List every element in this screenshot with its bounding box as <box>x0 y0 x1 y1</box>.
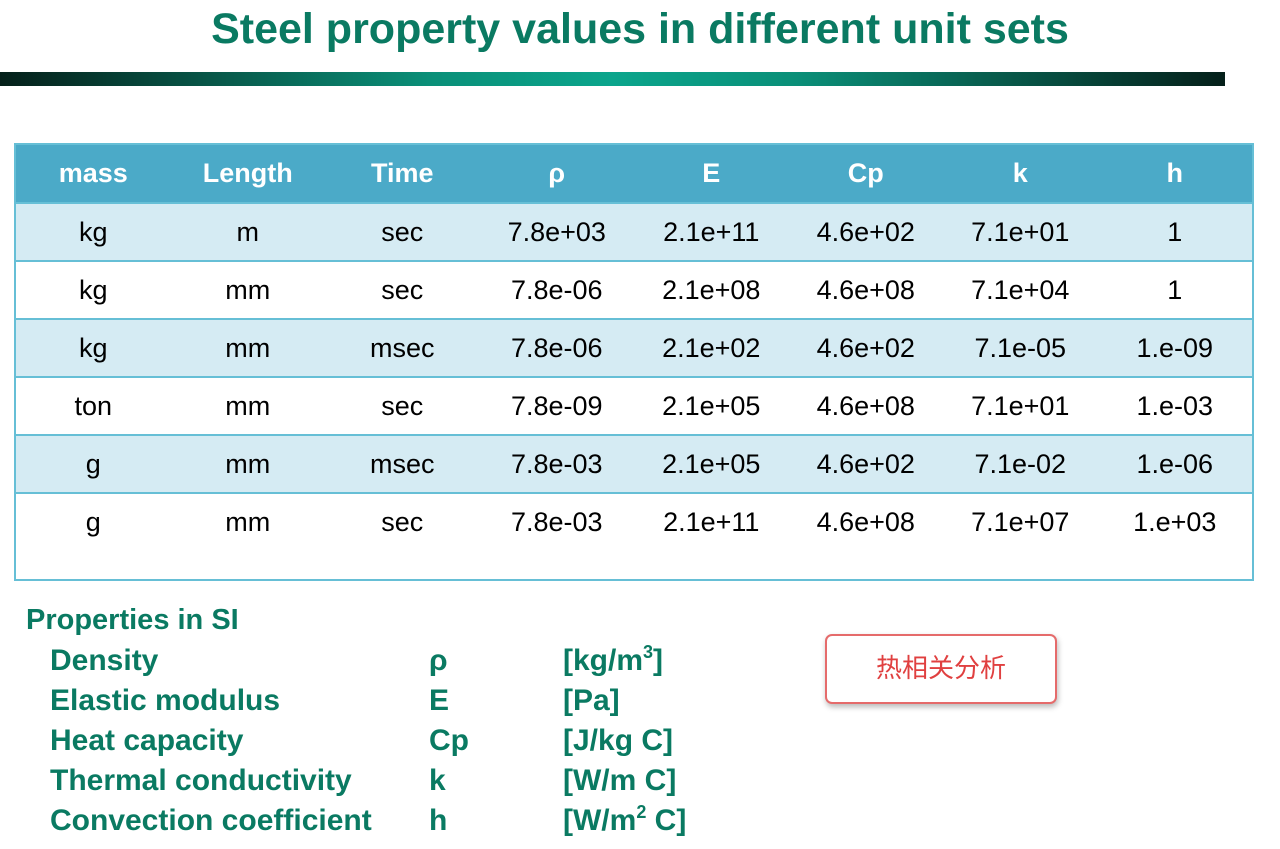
unit-sets-table: mass Length Time ρ E Cp k h kg m sec 7.8… <box>16 145 1252 551</box>
table-row: kg m sec 7.8e+03 2.1e+11 4.6e+02 7.1e+01… <box>16 202 1252 261</box>
property-symbol: h <box>429 804 448 837</box>
property-symbol: k <box>429 764 446 797</box>
unit-text: [W/m C] <box>563 764 677 797</box>
table-cell: 4.6e+08 <box>788 376 943 435</box>
table-cell: 7.8e+03 <box>479 202 634 261</box>
property-unit: [J/kg C] <box>563 721 673 761</box>
table-cell: 7.1e+07 <box>943 492 1098 551</box>
property-name: Heat capacity <box>50 724 244 757</box>
page-title: Steel property values in different unit … <box>211 5 1069 53</box>
table-row: g mm msec 7.8e-03 2.1e+05 4.6e+02 7.1e-0… <box>16 434 1252 493</box>
table-cell: 4.6e+08 <box>788 260 943 319</box>
table-cell: 7.1e+01 <box>943 376 1098 435</box>
property-unit: [W/m C] <box>563 761 676 801</box>
property-row-heat-capacity: Heat capacity Cp [J/kg C] <box>0 721 760 761</box>
property-symbol: Cp <box>429 724 469 757</box>
table-cell: mm <box>170 376 325 435</box>
header-time: Time <box>370 158 434 188</box>
table-cell: mm <box>170 434 325 493</box>
table-cell: 4.6e+08 <box>788 492 943 551</box>
property-name: Density <box>50 644 159 677</box>
header-length: Length <box>202 158 293 188</box>
table-cell: kg <box>16 260 171 319</box>
property-row-convection-coefficient: Convection coefficient h [W/m2 C] <box>0 801 760 841</box>
table-cell: 7.8e-03 <box>479 492 634 551</box>
table-cell: m <box>170 202 325 261</box>
thermal-analysis-button[interactable]: 热相关分析 <box>825 634 1057 704</box>
table-cell: 7.1e+01 <box>943 202 1098 261</box>
table-row: g mm sec 7.8e-03 2.1e+11 4.6e+08 7.1e+07… <box>16 492 1252 551</box>
unit-superscript: 2 <box>636 802 647 822</box>
table-cell: 2.1e+02 <box>634 318 789 377</box>
table-cell: mm <box>170 318 325 377</box>
property-name: Elastic modulus <box>50 684 281 717</box>
table-cell: 2.1e+05 <box>634 376 789 435</box>
table-cell: 1.e-06 <box>1097 434 1252 493</box>
property-unit: [Pa] <box>563 681 620 721</box>
table-cell: 4.6e+02 <box>788 202 943 261</box>
property-unit: [W/m2 C] <box>563 801 686 841</box>
table-row: kg mm msec 7.8e-06 2.1e+02 4.6e+02 7.1e-… <box>16 318 1252 377</box>
property-symbol: E <box>429 684 450 717</box>
table-row: ton mm sec 7.8e-09 2.1e+05 4.6e+08 7.1e+… <box>16 376 1252 435</box>
table-cell: 7.8e-06 <box>479 318 634 377</box>
unit-text: [J/kg C] <box>563 724 674 757</box>
title-divider-bar <box>0 72 1225 86</box>
property-row-density: Density ρ [kg/m3] <box>0 641 760 681</box>
table-cell: sec <box>325 260 480 319</box>
table-cell: sec <box>325 202 480 261</box>
table-cell: mm <box>170 492 325 551</box>
header-thermal-conductivity: k <box>1012 158 1028 188</box>
unit-text: C] <box>646 804 687 837</box>
property-name: Convection coefficient <box>50 804 372 837</box>
unit-superscript: 3 <box>643 642 654 662</box>
table-cell: 7.8e-03 <box>479 434 634 493</box>
property-unit: [kg/m3] <box>563 641 663 681</box>
table-cell: 1.e+03 <box>1097 492 1252 551</box>
table-cell: 2.1e+11 <box>634 202 789 261</box>
table-cell: mm <box>170 260 325 319</box>
table-cell: ton <box>16 376 171 435</box>
table-cell: 2.1e+08 <box>634 260 789 319</box>
table-cell: 4.6e+02 <box>788 318 943 377</box>
table-cell: msec <box>325 434 480 493</box>
table-cell: g <box>16 434 171 493</box>
header-mass: mass <box>58 158 128 188</box>
unit-text: [Pa] <box>563 684 620 717</box>
table-cell: 4.6e+02 <box>788 434 943 493</box>
table-cell: kg <box>16 202 171 261</box>
table-cell: msec <box>325 318 480 377</box>
table-cell: 7.1e+04 <box>943 260 1098 319</box>
property-row-thermal-conductivity: Thermal conductivity k [W/m C] <box>0 761 760 801</box>
table-cell: sec <box>325 492 480 551</box>
unit-sets-table-container: mass Length Time ρ E Cp k h kg m sec 7.8… <box>14 143 1254 581</box>
header-elastic-modulus: E <box>702 158 721 188</box>
header-heat-capacity: Cp <box>847 158 884 188</box>
table-cell: 1 <box>1097 202 1252 261</box>
table-cell: 1 <box>1097 260 1252 319</box>
table-row: kg mm sec 7.8e-06 2.1e+08 4.6e+08 7.1e+0… <box>16 260 1252 319</box>
table-cell: kg <box>16 318 171 377</box>
properties-heading: Properties in SI <box>26 604 239 636</box>
table-cell: 7.8e-06 <box>479 260 634 319</box>
table-cell: 1.e-09 <box>1097 318 1252 377</box>
property-row-elastic-modulus: Elastic modulus E [Pa] <box>0 681 760 721</box>
unit-text: [W/m <box>563 804 637 837</box>
property-symbol: ρ <box>429 644 448 677</box>
property-name: Thermal conductivity <box>50 764 352 797</box>
table-header-row: mass Length Time ρ E Cp k h <box>16 145 1252 203</box>
header-convection-coefficient: h <box>1166 158 1184 188</box>
table-cell: 7.1e-02 <box>943 434 1098 493</box>
table-cell: g <box>16 492 171 551</box>
unit-text: ] <box>653 644 664 677</box>
table-cell: 7.8e-09 <box>479 376 634 435</box>
table-cell: 2.1e+05 <box>634 434 789 493</box>
unit-text: [kg/m <box>563 644 644 677</box>
table-cell: 7.1e-05 <box>943 318 1098 377</box>
table-cell: sec <box>325 376 480 435</box>
header-density: ρ <box>548 158 566 188</box>
table-cell: 1.e-03 <box>1097 376 1252 435</box>
table-cell: 2.1e+11 <box>634 492 789 551</box>
